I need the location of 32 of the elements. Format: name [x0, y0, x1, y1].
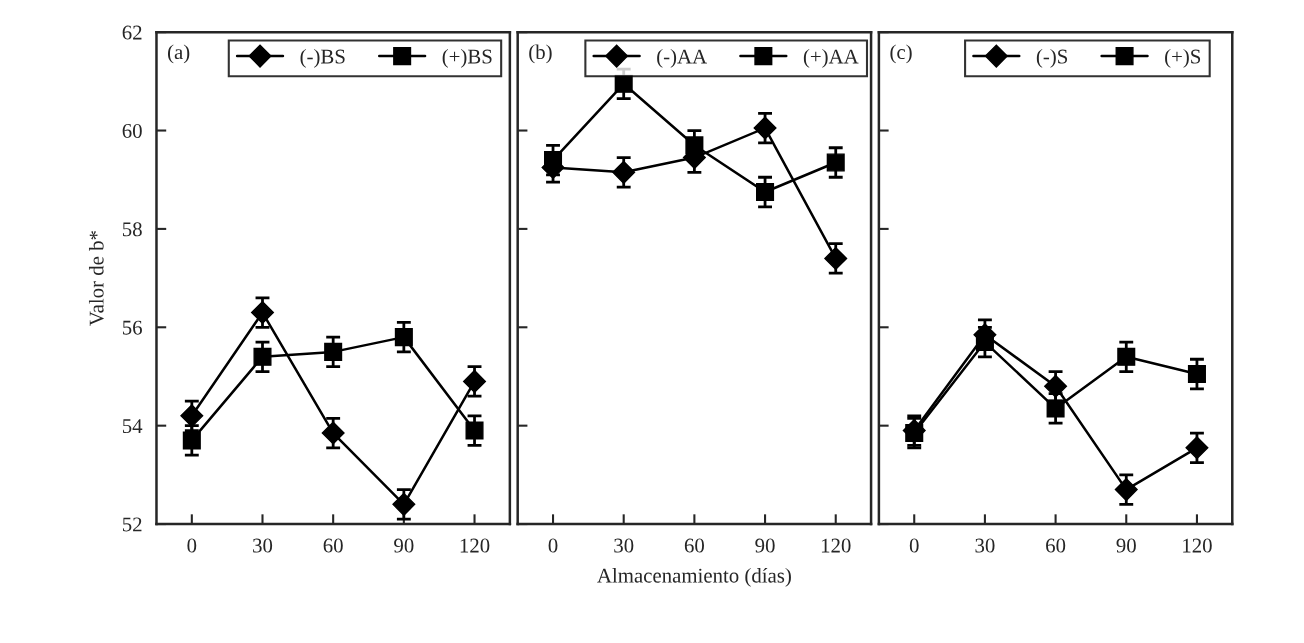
- x-tick-label: 0: [187, 538, 197, 553]
- y-tick-label: 56: [122, 320, 142, 335]
- x-tick-label: 30: [614, 538, 634, 553]
- y-tick-label: 52: [122, 517, 142, 532]
- legend-label: (+)S: [1165, 48, 1201, 68]
- annotation: (c): [890, 44, 912, 64]
- x-tick-label: 60: [684, 538, 704, 553]
- y-tick-label: 58: [122, 222, 142, 237]
- x-tick-label: 60: [323, 538, 343, 553]
- annotation: (a): [168, 44, 190, 64]
- y-tick-label: 62: [122, 25, 142, 40]
- y-axis-title: Valor de b*: [88, 231, 104, 326]
- legend-label: (+)BS: [442, 48, 492, 68]
- legend-label: (-)S: [1036, 48, 1068, 68]
- x-tick-label: 30: [975, 538, 995, 553]
- legend-label: (-)BS: [300, 48, 345, 68]
- y-tick-label: 54: [122, 419, 143, 434]
- x-tick-label: 60: [1046, 538, 1066, 553]
- x-tick-label: 120: [1183, 538, 1212, 553]
- x-tick-label: 90: [755, 538, 775, 553]
- legend-label: (+)AA: [803, 48, 859, 68]
- x-tick-label: 30: [253, 538, 273, 553]
- legend-label: (-)AA: [657, 48, 707, 68]
- x-tick-label: 90: [394, 538, 414, 553]
- x-tick-label: 120: [460, 538, 490, 553]
- x-axis-title: Almacenamiento (días): [597, 567, 791, 587]
- annotation: (b): [529, 44, 552, 64]
- x-tick-label: 0: [909, 538, 919, 553]
- x-tick-label: 0: [548, 538, 558, 553]
- x-tick-label: 120: [821, 538, 851, 553]
- y-tick-label: 60: [122, 123, 142, 138]
- x-tick-label: 90: [1116, 538, 1136, 553]
